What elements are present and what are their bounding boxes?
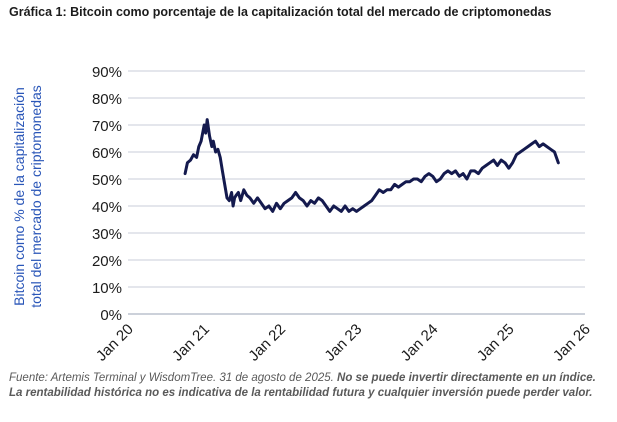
y-tick-label: 0%: [100, 307, 122, 324]
y-axis-label-line2: total del mercado de criptomonedas: [28, 85, 44, 308]
x-tick-labels: Jan 20 Jan 21 Jan 22 Jan 23 Jan 24 Jan 25 Jan …: [93, 321, 594, 365]
y-tick-label: 80%: [92, 91, 122, 108]
gridlines: [128, 70, 585, 315]
x-tick-label: Jan 22: [245, 321, 289, 365]
source-note: Fuente: Artemis Terminal y WisdomTree. 3…: [9, 371, 607, 401]
source-text: Fuente: Artemis Terminal y WisdomTree. 3…: [9, 372, 338, 384]
y-tick-label: 70%: [92, 118, 122, 135]
y-tick-label: 10%: [92, 280, 122, 297]
series-line: [183, 118, 560, 213]
y-tick-label: 30%: [92, 226, 122, 243]
y-tick-label: 40%: [92, 199, 122, 216]
chart-svg: 0%10%20%30%40%50%60%70%80%90% Jan 20 Jan …: [11, 64, 594, 365]
x-tick-label: Jan 23: [321, 321, 365, 365]
disclaimer-text: No se puede invertir directamente en un …: [9, 372, 596, 399]
x-tick-label: Jan 26: [550, 321, 594, 365]
y-tick-label: 20%: [92, 253, 122, 270]
y-axis-label-line1: Bitcoin como % de la capitalización: [11, 87, 27, 306]
x-tick-label: Jan 25: [474, 321, 518, 365]
y-tick-labels: 0% 10% 20% 30% 40% 50% 60% 70% 80% 90%: [92, 64, 122, 324]
y-tick-label: 60%: [92, 145, 122, 162]
x-tick-label: Jan 24: [398, 321, 442, 365]
y-tick-label: 90%: [92, 64, 122, 81]
series-group: [183, 118, 560, 213]
x-tick-label: Jan 20: [93, 321, 137, 365]
x-tick-label: Jan 21: [169, 321, 213, 365]
chart-title: Gráfica 1: Bitcoin como porcentaje de la…: [9, 5, 552, 19]
y-tick-label: 50%: [92, 172, 122, 189]
